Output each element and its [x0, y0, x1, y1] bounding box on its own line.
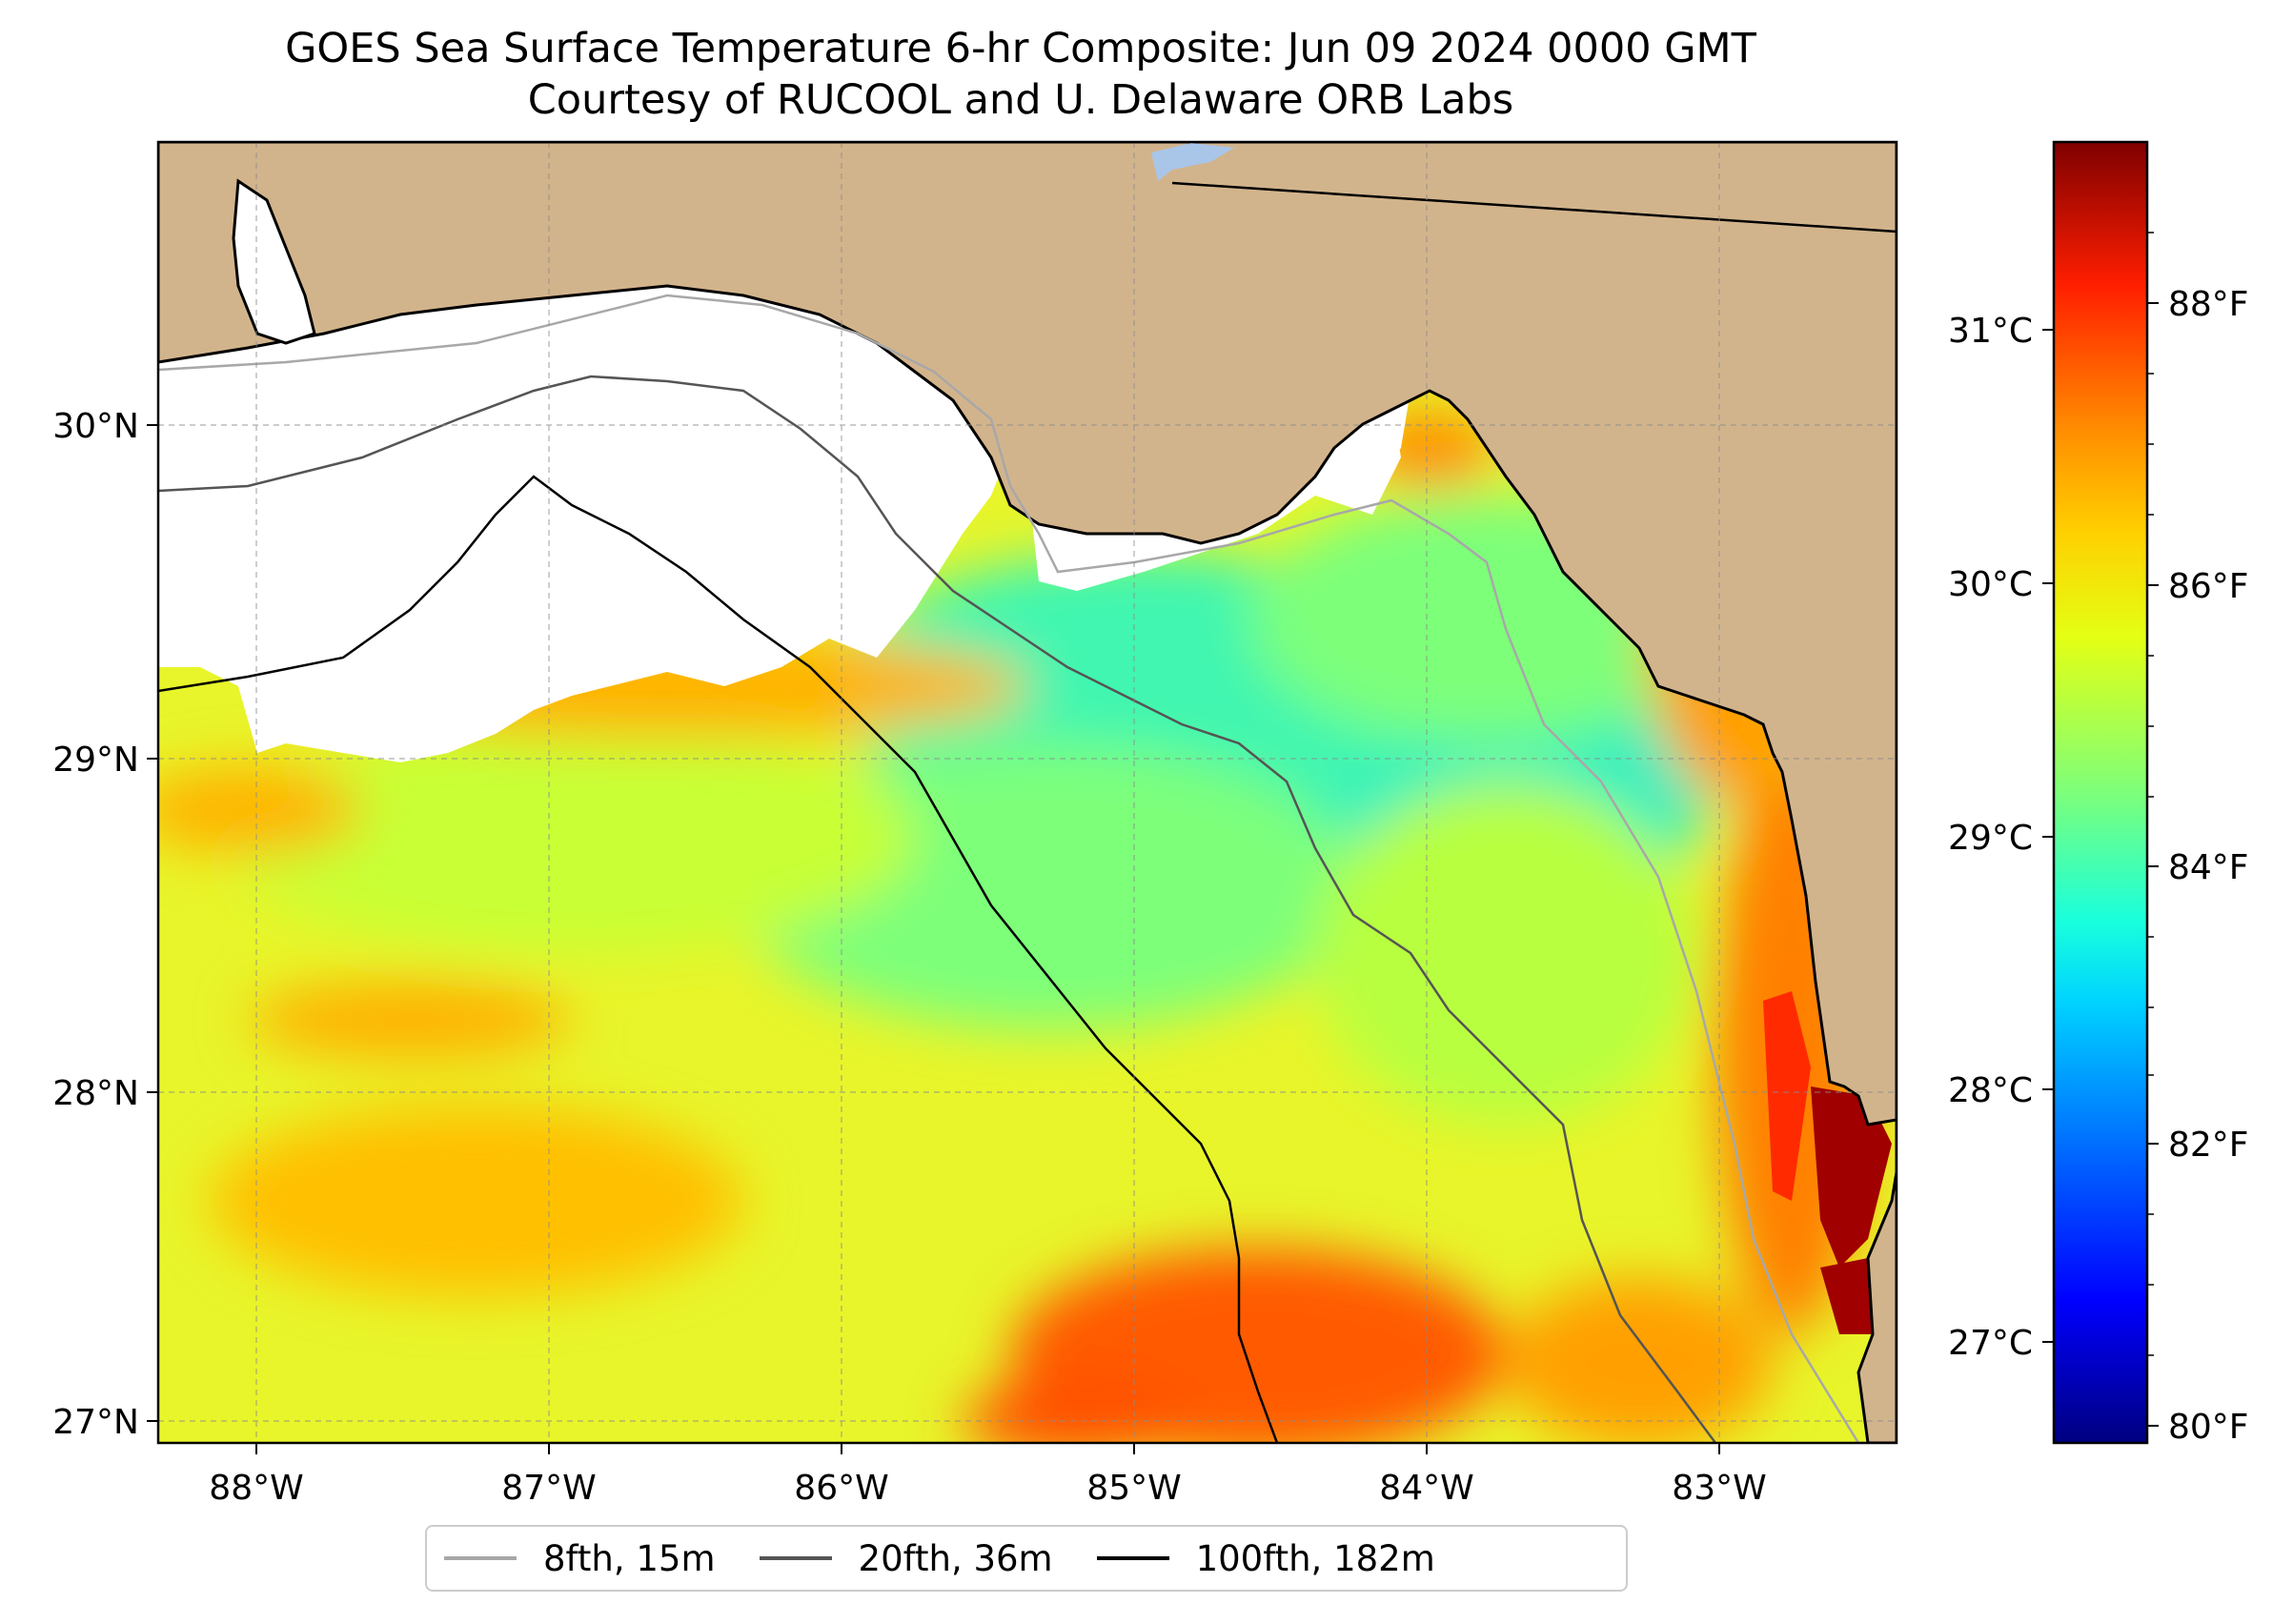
colorbar-label-84f: 84°F	[2168, 848, 2249, 887]
map-panel	[158, 142, 1897, 1443]
isobath-legend: 8fth, 15m 20fth, 36m 100fth, 182m	[425, 1525, 1628, 1592]
legend-swatch-8fth	[444, 1556, 517, 1560]
colorbar-label-88f: 88°F	[2168, 285, 2249, 324]
mobile-bay	[232, 178, 316, 345]
map-frame	[156, 140, 1898, 1445]
isobath-100fth	[158, 475, 1279, 1443]
lat-label-29n: 29°N	[52, 741, 139, 780]
land-peninsula-south	[1857, 1120, 1897, 1443]
isobath-8fth	[158, 294, 1860, 1443]
legend-label-8fth: 8fth, 15m	[543, 1537, 716, 1579]
sst-warm-sw	[210, 1106, 743, 1296]
land-mass	[158, 142, 1897, 1127]
sst-hot-coastal-strip	[1763, 991, 1811, 1201]
legend-item-8fth: 8fth, 15m	[444, 1538, 716, 1579]
colorbar-label-28c: 28°C	[1948, 1071, 2033, 1110]
colorbar	[2052, 140, 2149, 1445]
legend-label-100fth: 100fth, 182m	[1195, 1537, 1435, 1579]
sst-hot-south-2	[963, 1382, 1191, 1443]
lon-label-86w: 86°W	[794, 1469, 888, 1508]
legend-item-100fth: 100fth, 182m	[1096, 1537, 1435, 1579]
lat-label-30n: 30°N	[52, 407, 139, 446]
colorbar-label-80f: 80°F	[2168, 1408, 2249, 1447]
sst-tampa-bay	[1811, 1086, 1892, 1268]
colorbar-label-29c: 29°C	[1948, 819, 2033, 858]
lon-label-83w: 83°W	[1672, 1469, 1766, 1508]
sst-warm-west	[158, 767, 362, 853]
sst-warm-south-east	[1506, 1277, 1773, 1443]
colorbar-fahrenheit-ticks	[2147, 302, 2159, 1427]
isobath-20fth	[158, 375, 1717, 1443]
sst-green-west	[229, 724, 915, 953]
lon-label-88w: 88°W	[209, 1469, 303, 1508]
lat-label-28n: 28°N	[52, 1074, 139, 1113]
state-border	[1171, 181, 1897, 233]
colorbar-label-31c: 31°C	[1948, 312, 2033, 351]
legend-swatch-20fth	[759, 1556, 832, 1560]
lat-label-27n: 27°N	[52, 1403, 139, 1442]
legend-swatch-100fth	[1096, 1556, 1169, 1560]
colorbar-label-86f: 86°F	[2168, 567, 2249, 606]
longitude-tick-marks	[255, 1443, 1720, 1454]
legend-item-20fth: 20fth, 36m	[759, 1537, 1053, 1579]
colorbar-label-30c: 30°C	[1948, 565, 2033, 604]
legend-label-20fth: 20fth, 36m	[858, 1537, 1053, 1579]
latitude-tick-marks	[147, 424, 158, 1422]
inland-lake	[1151, 143, 1234, 181]
lon-label-84w: 84°W	[1379, 1469, 1473, 1508]
sst-green-south	[1315, 782, 1696, 1125]
sst-warm-mid-west	[248, 982, 572, 1058]
colorbar-fahrenheit-minor-ticks	[2147, 232, 2154, 1356]
sst-hot-bay-south	[1820, 1258, 1873, 1334]
sst-field	[158, 410, 1868, 1443]
colorbar-celsius-ticks	[2042, 329, 2054, 1343]
map-title: GOES Sea Surface Temperature 6-hr Compos…	[285, 25, 1756, 72]
colorbar-label-27c: 27°C	[1948, 1324, 2033, 1363]
lon-label-85w: 85°W	[1086, 1469, 1181, 1508]
map-subtitle: Courtesy of RUCOOL and U. Delaware ORB L…	[527, 76, 1514, 124]
colorbar-label-82f: 82°F	[2168, 1126, 2249, 1165]
map-gridlines	[158, 142, 1897, 1443]
lon-label-87w: 87°W	[501, 1469, 596, 1508]
